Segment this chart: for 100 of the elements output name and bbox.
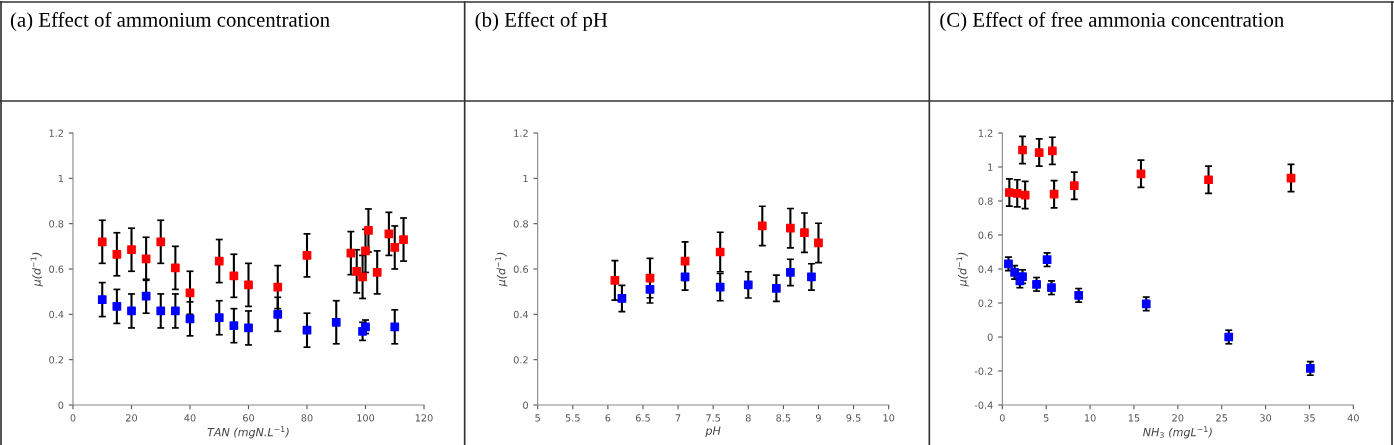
point: [127, 306, 136, 316]
x-tick-label: 0: [999, 414, 1005, 422]
y-tick-label: 0.8: [49, 220, 64, 228]
y-tick-label: 0.8: [978, 197, 993, 205]
point: [171, 263, 180, 273]
y-tick-label: -0.2: [974, 367, 993, 375]
x-tick-label: 10: [1084, 414, 1096, 422]
y-tick-label: 0.4: [513, 310, 529, 319]
y-tick-label: 0.6: [978, 231, 993, 239]
point: [141, 291, 151, 301]
point: [331, 317, 341, 327]
point: [715, 247, 725, 257]
point: [244, 280, 253, 290]
point: [1047, 146, 1057, 156]
point: [171, 306, 180, 316]
y-tick-label: 1.2: [514, 129, 528, 137]
chart-title: (C) Effect of free ammonia concentration: [940, 12, 1284, 32]
x-axis-title: NH$_{3}$ (mgL$^{−1}$): [1143, 426, 1212, 439]
x-tick-label: 120: [415, 414, 433, 422]
x-tick-label: 5.5: [565, 414, 580, 422]
point: [800, 228, 809, 238]
point: [302, 325, 312, 335]
y-tick-label: 0.4: [49, 310, 64, 319]
y-tick-label: 0.4: [978, 265, 993, 273]
y-tick-label: 0.2: [49, 356, 63, 364]
point: [302, 251, 312, 260]
y-tick-label: 1: [523, 174, 528, 183]
x-tick-label: 8: [745, 414, 751, 422]
chart-title: (b) Effect of pH: [475, 12, 608, 32]
point: [786, 268, 795, 277]
point: [807, 272, 816, 282]
y-tick-label: 0: [987, 333, 993, 341]
y-tick-label: 1.2: [978, 129, 993, 137]
point: [786, 223, 795, 233]
point: [1069, 181, 1079, 191]
point: [214, 313, 224, 323]
x-axis-title: TAN (mgN.L$^{−1}$): [207, 426, 289, 439]
point: [680, 256, 690, 266]
x-tick-label: 9: [815, 414, 821, 422]
point: [384, 229, 394, 239]
x-tick-label: 35: [1304, 414, 1315, 422]
x-tick-label: 0: [70, 414, 76, 422]
point: [1020, 190, 1030, 200]
point: [771, 283, 781, 293]
point: [814, 238, 823, 248]
point: [1042, 255, 1052, 265]
y-axis-title: μ(d$^{−1}$): [956, 252, 969, 287]
point: [112, 302, 122, 311]
y-tick-label: 0: [58, 401, 64, 409]
x-tick-label: 100: [357, 414, 375, 422]
point: [1204, 175, 1213, 185]
point: [156, 306, 166, 316]
x-tick-label: 5: [535, 414, 540, 422]
point: [610, 275, 620, 285]
point: [1049, 189, 1059, 199]
point: [185, 288, 195, 298]
x-tick-label: 10: [883, 414, 895, 422]
point: [372, 268, 382, 277]
x-tick-label: 20: [1172, 414, 1184, 422]
y-tick-label: -0.4: [974, 401, 993, 409]
point: [127, 245, 136, 255]
point: [399, 235, 408, 244]
point: [112, 249, 122, 259]
x-tick-label: 5: [1043, 414, 1049, 422]
point: [1004, 188, 1014, 197]
point: [390, 243, 400, 252]
x-tick-label: 9.5: [846, 414, 861, 422]
point: [141, 254, 151, 264]
point: [617, 294, 627, 303]
point: [229, 321, 239, 331]
point: [97, 295, 107, 304]
point: [1018, 145, 1027, 155]
y-tick-label: 0.8: [513, 220, 528, 228]
point: [214, 256, 224, 266]
y-axis-title: μ(d$^{−1}$): [495, 252, 508, 287]
point: [1012, 188, 1022, 198]
point: [1305, 364, 1315, 373]
point: [352, 266, 362, 276]
point: [715, 282, 725, 292]
point: [645, 285, 655, 294]
point: [390, 322, 400, 332]
point: [273, 282, 283, 292]
y-tick-label: 1.2: [49, 129, 63, 137]
x-tick-label: 7.5: [706, 414, 721, 422]
chart-title: (a) Effect of ammonium concentration: [10, 12, 330, 32]
x-tick-label: 25: [1216, 414, 1228, 422]
x-tick-label: 8.5: [776, 414, 791, 422]
y-tick-label: 0.6: [49, 265, 64, 273]
y-tick-label: 1: [58, 174, 64, 183]
y-tick-label: 0.2: [978, 299, 993, 307]
point: [97, 237, 107, 247]
x-tick-label: 60: [242, 414, 255, 422]
point: [229, 271, 239, 281]
x-tick-label: 40: [184, 414, 196, 422]
x-tick-label: 15: [1128, 414, 1140, 422]
y-axis-title: μ(d$^{−1}$): [30, 252, 43, 287]
x-tick-label: 30: [1260, 414, 1272, 422]
point: [1136, 169, 1146, 179]
x-tick-label: 40: [1347, 414, 1359, 422]
x-tick-label: 20: [126, 414, 138, 422]
